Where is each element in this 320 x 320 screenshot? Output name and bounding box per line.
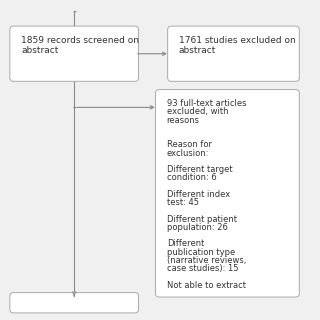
FancyBboxPatch shape bbox=[10, 26, 139, 81]
Text: publication type: publication type bbox=[167, 248, 235, 257]
FancyBboxPatch shape bbox=[168, 26, 299, 81]
Text: (narrative reviews,: (narrative reviews, bbox=[167, 256, 246, 265]
Text: Different index: Different index bbox=[167, 190, 230, 199]
FancyBboxPatch shape bbox=[10, 292, 139, 313]
Text: population: 26: population: 26 bbox=[167, 223, 228, 232]
Text: reasons: reasons bbox=[167, 116, 200, 124]
Text: Different target: Different target bbox=[167, 165, 232, 174]
Text: Reason for: Reason for bbox=[167, 140, 212, 149]
Text: 1761 studies excluded on
abstract: 1761 studies excluded on abstract bbox=[179, 36, 296, 55]
Text: Different patient: Different patient bbox=[167, 215, 237, 224]
Text: case studies): 15: case studies): 15 bbox=[167, 264, 238, 273]
Text: exclusion:: exclusion: bbox=[167, 148, 209, 157]
Text: Not able to extract: Not able to extract bbox=[167, 281, 246, 290]
Text: condition: 6: condition: 6 bbox=[167, 173, 217, 182]
FancyBboxPatch shape bbox=[156, 90, 299, 297]
Text: 93 full-text articles: 93 full-text articles bbox=[167, 99, 246, 108]
Text: test: 45: test: 45 bbox=[167, 198, 199, 207]
Text: excluded, with: excluded, with bbox=[167, 107, 228, 116]
Text: 1859 records screened on
abstract: 1859 records screened on abstract bbox=[21, 36, 139, 55]
Text: Different: Different bbox=[167, 239, 204, 248]
